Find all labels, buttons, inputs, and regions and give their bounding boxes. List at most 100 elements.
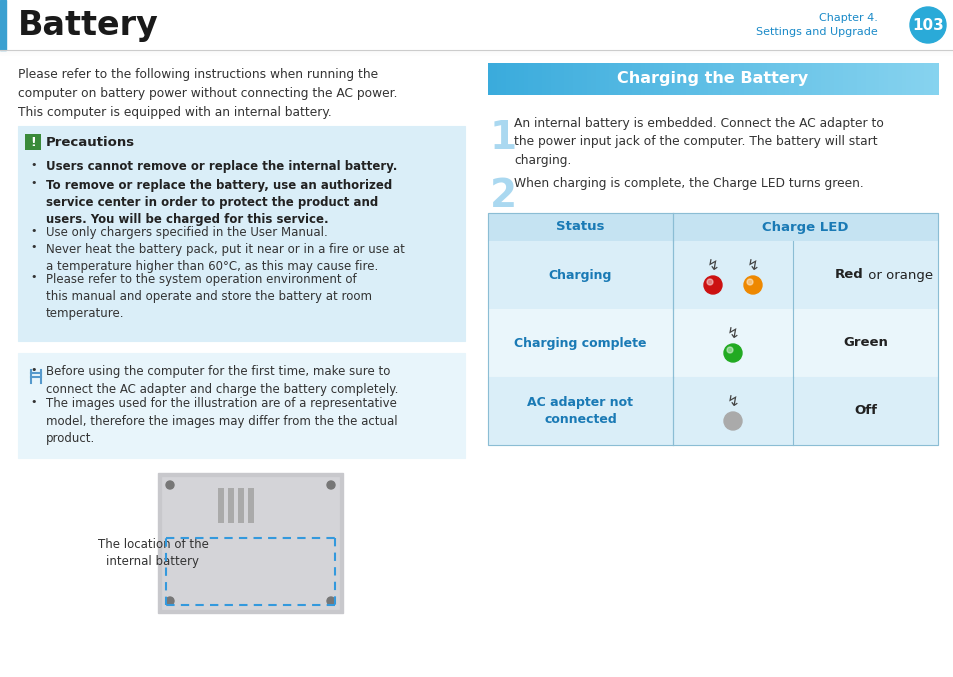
Bar bbox=[910, 63, 916, 95]
Bar bbox=[488, 63, 493, 95]
Bar bbox=[0, 0, 6, 50]
Text: •: • bbox=[30, 242, 37, 253]
Text: •: • bbox=[30, 226, 37, 236]
Bar bbox=[928, 63, 934, 95]
Circle shape bbox=[327, 481, 335, 489]
Text: Charge LED: Charge LED bbox=[761, 221, 848, 234]
Bar bbox=[519, 63, 524, 95]
Bar bbox=[806, 63, 812, 95]
Bar bbox=[735, 63, 740, 95]
Bar bbox=[523, 63, 529, 95]
Bar bbox=[861, 63, 866, 95]
Bar bbox=[721, 63, 727, 95]
Text: 1: 1 bbox=[490, 119, 517, 157]
Bar bbox=[541, 63, 547, 95]
Text: Use only chargers specified in the User Manual.: Use only chargers specified in the User … bbox=[46, 226, 328, 239]
Bar bbox=[488, 377, 937, 445]
Bar bbox=[609, 63, 615, 95]
Bar bbox=[515, 63, 520, 95]
Bar bbox=[501, 63, 506, 95]
Text: The location of the
internal battery: The location of the internal battery bbox=[97, 538, 208, 569]
Bar bbox=[614, 63, 618, 95]
Bar bbox=[497, 63, 502, 95]
Bar bbox=[865, 63, 871, 95]
Text: Charging complete: Charging complete bbox=[514, 336, 646, 349]
Bar bbox=[627, 63, 633, 95]
Text: Status: Status bbox=[556, 221, 604, 234]
Bar bbox=[0, 0, 953, 50]
Bar bbox=[758, 63, 762, 95]
Text: 2: 2 bbox=[490, 177, 517, 215]
Bar bbox=[640, 63, 646, 95]
Bar bbox=[237, 488, 244, 523]
Text: Off: Off bbox=[853, 404, 876, 418]
Bar bbox=[811, 63, 817, 95]
Text: Precautions: Precautions bbox=[46, 135, 135, 148]
Bar bbox=[505, 63, 511, 95]
Bar bbox=[636, 63, 641, 95]
Circle shape bbox=[726, 347, 732, 353]
Bar bbox=[582, 63, 587, 95]
Bar bbox=[659, 63, 664, 95]
Circle shape bbox=[166, 481, 173, 489]
Text: Please refer to the following instructions when running the
computer on battery : Please refer to the following instructio… bbox=[18, 68, 397, 100]
Bar bbox=[248, 488, 253, 523]
Bar bbox=[158, 473, 343, 613]
Circle shape bbox=[723, 344, 741, 362]
Text: ↯: ↯ bbox=[726, 393, 739, 408]
Text: •: • bbox=[30, 273, 37, 282]
Text: Before using the computer for the first time, make sure to
connect the AC adapte: Before using the computer for the first … bbox=[46, 365, 398, 395]
Bar bbox=[573, 63, 578, 95]
Bar bbox=[622, 63, 628, 95]
Bar bbox=[488, 213, 937, 241]
Bar bbox=[649, 63, 655, 95]
Bar bbox=[699, 63, 704, 95]
Circle shape bbox=[327, 597, 335, 605]
Bar bbox=[492, 63, 497, 95]
Bar bbox=[677, 63, 681, 95]
Bar bbox=[847, 63, 853, 95]
Bar bbox=[816, 63, 821, 95]
Circle shape bbox=[743, 276, 761, 294]
Bar bbox=[780, 63, 785, 95]
Bar bbox=[568, 63, 574, 95]
Bar bbox=[883, 63, 888, 95]
Bar bbox=[618, 63, 623, 95]
Bar bbox=[793, 63, 799, 95]
Bar bbox=[775, 63, 781, 95]
Bar bbox=[743, 63, 749, 95]
Bar bbox=[771, 63, 776, 95]
Bar bbox=[488, 241, 937, 309]
Text: Charging the Battery: Charging the Battery bbox=[617, 72, 808, 87]
Bar bbox=[578, 63, 583, 95]
Circle shape bbox=[746, 279, 752, 285]
Bar bbox=[228, 488, 233, 523]
Text: ↯: ↯ bbox=[726, 326, 739, 341]
Bar bbox=[923, 63, 929, 95]
Text: Red: Red bbox=[834, 269, 862, 282]
Bar bbox=[824, 63, 830, 95]
Text: Never heat the battery pack, put it near or in a fire or use at
a temperature hi: Never heat the battery pack, put it near… bbox=[46, 242, 404, 273]
Bar bbox=[761, 63, 767, 95]
Bar bbox=[753, 63, 759, 95]
Bar bbox=[915, 63, 920, 95]
Bar bbox=[162, 477, 338, 609]
Bar bbox=[834, 63, 840, 95]
Text: Green: Green bbox=[842, 336, 887, 349]
Text: !: ! bbox=[30, 135, 36, 148]
Text: To remove or replace the battery, use an authorized
service center in order to p: To remove or replace the battery, use an… bbox=[46, 179, 392, 227]
Circle shape bbox=[723, 412, 741, 430]
Bar bbox=[789, 63, 794, 95]
Bar bbox=[680, 63, 686, 95]
Text: Chapter 4.
Settings and Upgrade: Chapter 4. Settings and Upgrade bbox=[756, 13, 877, 37]
Bar bbox=[685, 63, 691, 95]
Bar bbox=[730, 63, 736, 95]
Bar bbox=[690, 63, 696, 95]
Text: •: • bbox=[30, 365, 37, 375]
Text: ↯: ↯ bbox=[706, 257, 719, 273]
Bar bbox=[829, 63, 835, 95]
Bar bbox=[533, 63, 537, 95]
Bar bbox=[596, 63, 601, 95]
Text: AC adapter not
connected: AC adapter not connected bbox=[527, 396, 633, 426]
Bar bbox=[712, 63, 718, 95]
